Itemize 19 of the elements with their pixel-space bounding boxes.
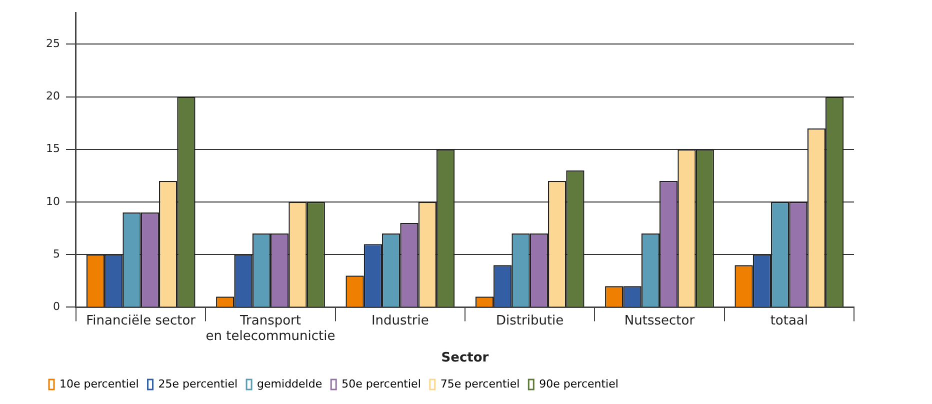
legend-label: 75e percentiel (440, 377, 520, 390)
y-tick-label: 25 (46, 37, 60, 50)
x-tick-label: totaal (770, 313, 808, 328)
x-axis-title: Sector (441, 350, 490, 366)
legend-label: 10e percentiel (60, 377, 139, 390)
y-tick-label: 5 (52, 247, 60, 260)
x-tick-label: Distributie (496, 313, 564, 328)
legend-label: gemiddelde (257, 377, 322, 390)
y-tick-label: 15 (46, 142, 60, 156)
y-tick-label: 0 (52, 300, 60, 314)
y-tick-label: 10 (46, 194, 60, 208)
x-tick-label: Transport en telecommunictie (206, 313, 336, 344)
x-tick-label: Financiële sector (86, 313, 196, 328)
x-tick-label: Industrie (371, 313, 429, 328)
y-tick-label: 20 (46, 90, 60, 103)
legend-label: 50e percentiel (342, 377, 421, 390)
legend-label: 25e percentiel (158, 377, 238, 390)
legend-label: 90e percentiel (539, 377, 618, 390)
x-tick-label: Nutssector (624, 313, 696, 328)
